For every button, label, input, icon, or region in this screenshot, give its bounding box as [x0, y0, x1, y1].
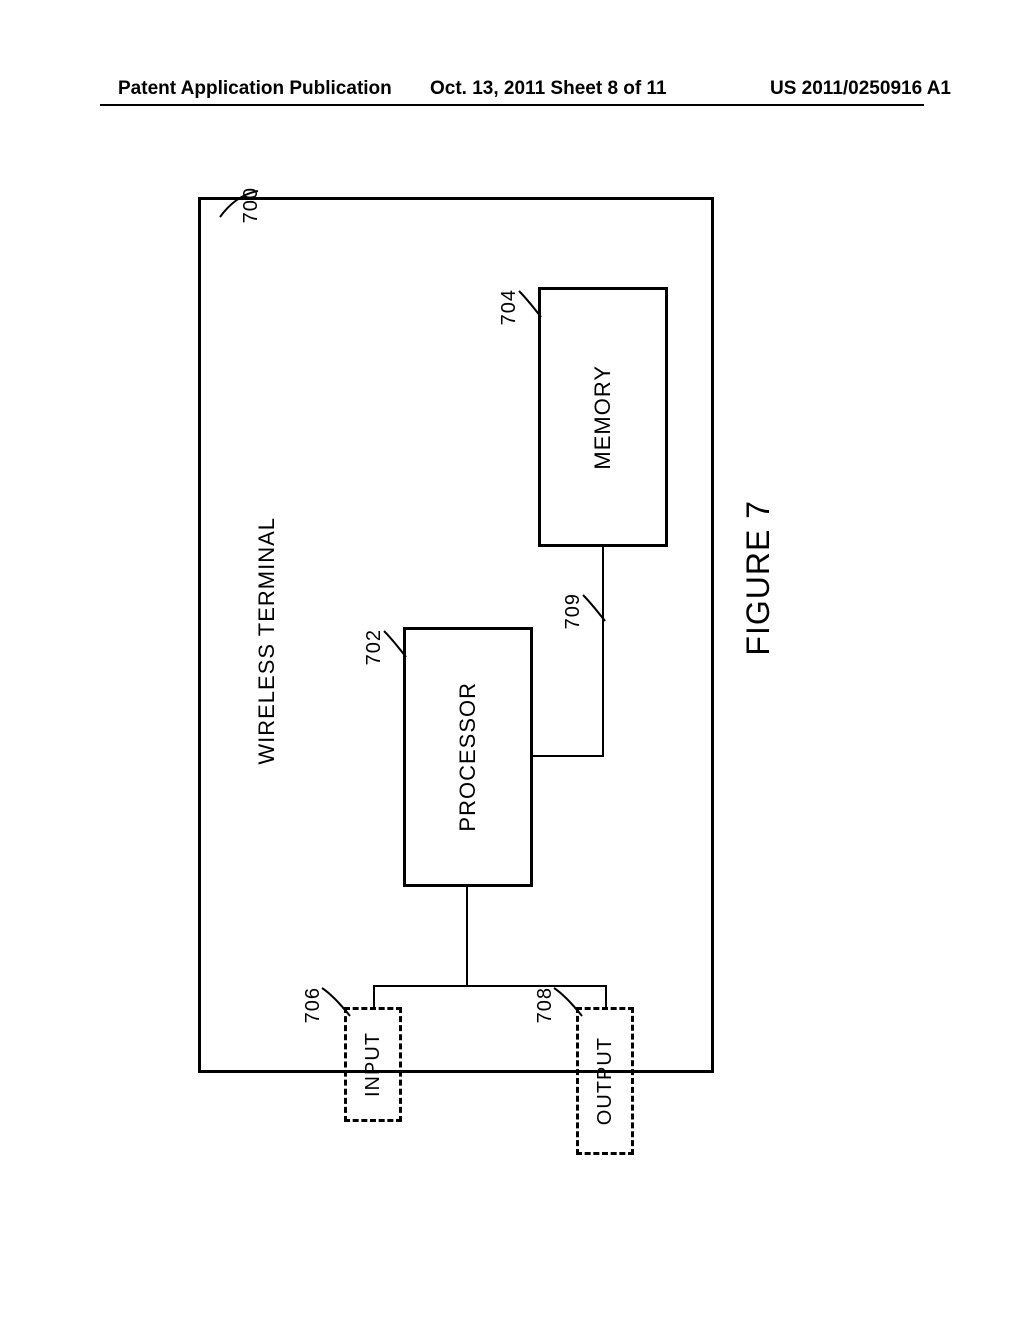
- ref-704: 704: [498, 289, 521, 325]
- callout-702: [382, 627, 422, 667]
- processor-label: PROCESSOR: [455, 682, 481, 832]
- callout-704: [517, 287, 557, 327]
- outer-box-title: WIRELESS TERMINAL: [254, 517, 280, 765]
- figure-label: FIGURE 7: [740, 500, 777, 656]
- memory-block: MEMORY: [538, 287, 668, 547]
- processor-block: PROCESSOR: [403, 627, 533, 887]
- ref-702: 702: [363, 629, 386, 665]
- header-right: US 2011/0250916 A1: [770, 78, 951, 100]
- input-label: INPUT: [362, 1032, 385, 1097]
- header-rule: [100, 104, 924, 106]
- output-block: OUTPUT: [576, 1007, 634, 1155]
- conn-mem-proc-h: [533, 755, 603, 757]
- header-left: Patent Application Publication: [118, 78, 392, 100]
- conn-to-output: [605, 985, 607, 1009]
- conn-to-input: [373, 985, 375, 1009]
- header-mid: Oct. 13, 2011 Sheet 8 of 11: [430, 78, 667, 100]
- diagram-area: WIRELESS TERMINAL 700 MEMORY 704 PROCESS…: [198, 197, 718, 1077]
- conn-mem-proc-v: [602, 547, 604, 757]
- output-label: OUTPUT: [594, 1037, 617, 1125]
- memory-label: MEMORY: [590, 365, 616, 470]
- callout-708: [552, 984, 598, 1024]
- ref-706: 706: [302, 987, 325, 1023]
- ref-700: 700: [240, 187, 263, 223]
- ref-708: 708: [534, 987, 557, 1023]
- callout-706: [320, 984, 366, 1024]
- conn-proc-down: [466, 887, 468, 987]
- callout-709: [581, 591, 621, 631]
- ref-709: 709: [562, 593, 585, 629]
- input-block: INPUT: [344, 1007, 402, 1122]
